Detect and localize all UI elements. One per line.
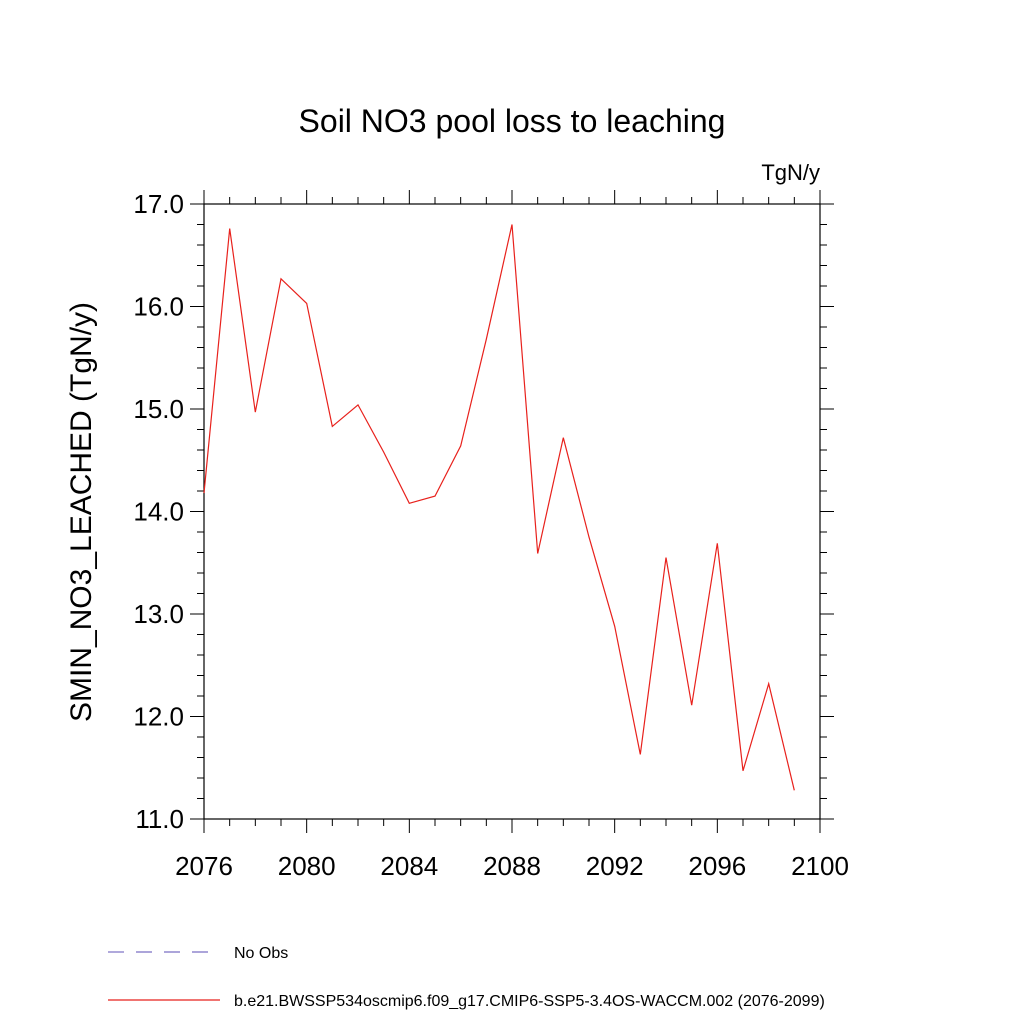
data-point — [665, 556, 667, 558]
y-tick-label: 11.0 — [135, 804, 184, 834]
legend-label: b.e21.BWSSP534oscmip6.f09_g17.CMIP6-SSP5… — [234, 993, 825, 1010]
units-label: TgN/y — [761, 160, 820, 185]
data-point — [382, 451, 384, 453]
plot-area: 2076 2080 2084 2088 2092 2096 2100 11.0 12.0 13.0… — [133, 189, 849, 881]
x-tick-label: 2076 — [175, 851, 233, 881]
x-tick-label: 2096 — [688, 851, 746, 881]
legend: No Obs b.e21.BWSSP534oscmip6.f09_g17.CMIP… — [108, 945, 825, 1010]
data-point — [459, 445, 461, 447]
data-point — [690, 704, 692, 706]
data-point — [742, 770, 744, 772]
data-point — [280, 278, 282, 280]
data-point — [767, 683, 769, 685]
data-point — [793, 789, 795, 791]
y-tick-label: 16.0 — [133, 292, 184, 322]
x-tick-label: 2092 — [586, 851, 644, 881]
legend-label: No Obs — [234, 945, 288, 962]
data-point — [408, 502, 410, 504]
series-line — [203, 224, 795, 791]
data-point — [485, 338, 487, 340]
y-tick-label: 15.0 — [133, 394, 184, 424]
data-point — [613, 625, 615, 627]
data-point — [331, 425, 333, 427]
data-point — [639, 753, 641, 755]
data-point — [716, 542, 718, 544]
data-point — [254, 411, 256, 413]
data-point — [536, 552, 538, 554]
data-point — [203, 492, 205, 494]
x-tick-label: 2100 — [791, 851, 849, 881]
data-point — [562, 437, 564, 439]
data-point — [434, 495, 436, 497]
y-tick-label: 13.0 — [133, 599, 184, 629]
data-point — [511, 223, 513, 225]
y-axis-label: SMIN_NO3_LEACHED (TgN/y) — [65, 302, 98, 722]
x-tick-label: 2080 — [278, 851, 336, 881]
y-tick-label: 14.0 — [133, 497, 184, 527]
data-point — [588, 536, 590, 538]
data-point — [305, 302, 307, 304]
data-point — [357, 404, 359, 406]
y-tick-label: 17.0 — [133, 189, 184, 219]
y-tick-label: 12.0 — [133, 702, 184, 732]
x-tick-label: 2088 — [483, 851, 541, 881]
x-tick-label: 2084 — [380, 851, 438, 881]
data-point — [228, 227, 230, 229]
chart-title: Soil NO3 pool loss to leaching — [299, 103, 726, 139]
